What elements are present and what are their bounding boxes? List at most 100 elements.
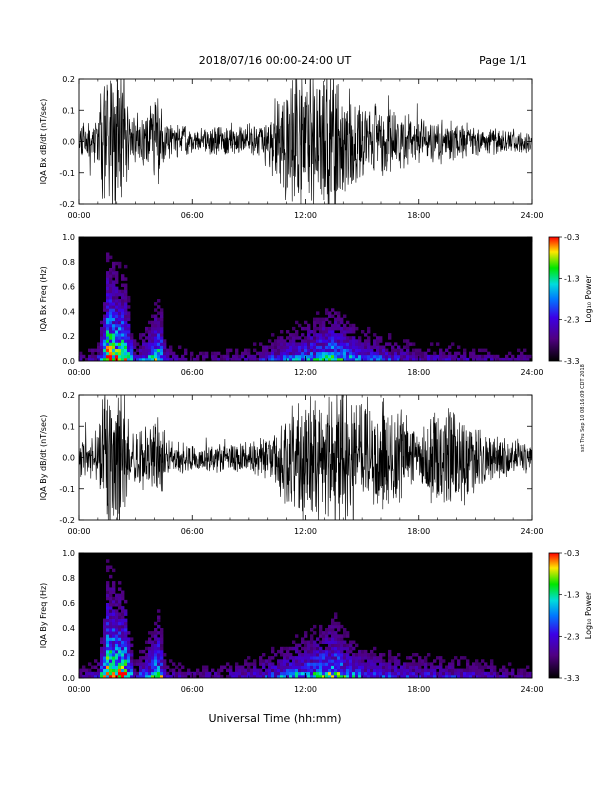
spectrogram-cell [310, 637, 314, 641]
spectrogram-cell [313, 336, 317, 340]
spectrogram-cell [316, 646, 320, 651]
spectrogram-cell [319, 320, 323, 325]
spectrogram-cell [157, 656, 161, 660]
spectrogram-cell [388, 671, 392, 676]
spectrogram-cell [346, 646, 350, 651]
spectrogram-cell [421, 662, 425, 666]
spectrogram-cell [301, 354, 305, 359]
spectrogram-cell [109, 299, 113, 303]
spectrogram-cell [280, 339, 284, 343]
spectrogram-cell [154, 634, 158, 638]
spectrogram-cell [244, 348, 248, 353]
spectrogram-cell [283, 671, 287, 676]
spectrogram-cell [109, 640, 113, 644]
spectrogram-cell [337, 351, 341, 356]
spectrogram-cell [520, 668, 524, 673]
spectrogram-cell [397, 345, 401, 349]
spectrogram-cell [334, 333, 338, 337]
spectrogram-cell [307, 339, 311, 343]
spectrogram-cell [148, 665, 152, 669]
spectrogram-cell [142, 674, 146, 678]
spectrogram-cell [124, 621, 128, 626]
spectrogram-cell [301, 640, 305, 644]
spectrogram-cell [103, 656, 107, 660]
spectrogram-cell [169, 668, 173, 673]
spectrogram-cell [316, 653, 320, 657]
spectrogram-cell [385, 348, 389, 353]
spectrogram-cell [214, 354, 218, 359]
spectrogram-cell [460, 671, 464, 676]
spectrogram-cell [313, 339, 317, 343]
spectrogram-cell [148, 354, 152, 359]
spectrogram-cell [268, 671, 272, 676]
spectrogram-cell [307, 662, 311, 666]
spectrogram-cell [277, 671, 281, 676]
spectrogram-cell [463, 656, 467, 660]
spectrogram-cell [301, 665, 305, 669]
spectrogram-cell [346, 336, 350, 340]
spectrogram-cell [286, 656, 290, 660]
spectrogram-cell [331, 662, 335, 666]
spectrogram-cell [301, 333, 305, 337]
spectrogram-cell [118, 674, 122, 678]
spectrogram-cell [361, 357, 365, 361]
spectrogram-cell [97, 674, 101, 678]
spectrogram-cell [454, 668, 458, 673]
spectrogram-cell [112, 612, 116, 616]
spectrogram-cell [130, 342, 134, 346]
spectrogram-cell [337, 656, 341, 660]
spectrogram-cell [265, 659, 269, 663]
spectrogram-cell [151, 336, 155, 340]
spectrogram-cell [289, 357, 293, 361]
spectrogram-cell [121, 593, 125, 598]
spectrogram-cell [178, 674, 182, 678]
spectrogram-cell [154, 320, 158, 325]
spectrogram-cell [292, 357, 296, 361]
spectrogram-cell [472, 668, 476, 673]
spectrogram-cell [118, 581, 122, 585]
spectrogram-cell [373, 674, 377, 678]
spectrogram-cell [127, 317, 131, 322]
spectrogram-cell [124, 308, 128, 312]
spectrogram-cell [148, 659, 152, 663]
x-tick-label: 00:00 [67, 211, 90, 220]
spectrogram-cell [181, 354, 185, 359]
spectrogram-cell [103, 314, 107, 318]
spectrogram-cell [400, 354, 404, 359]
spectrogram-cell [313, 659, 317, 663]
spectrogram-cell [136, 357, 140, 361]
spectrogram-cell [292, 326, 296, 331]
spectrogram-cell [415, 665, 419, 669]
spectrogram-cell [235, 674, 239, 678]
spectrogram-cell [232, 674, 236, 678]
spectrogram-cell [145, 640, 149, 644]
spectrogram-cell [262, 665, 266, 669]
spectrogram-cell [349, 671, 353, 676]
spectrogram-cell [145, 656, 149, 660]
spectrogram-cell [352, 668, 356, 673]
spectrogram-cell [166, 665, 170, 669]
spectrogram-cell [355, 326, 359, 331]
spectrogram-cell [151, 668, 155, 673]
spectrogram-cell [376, 659, 380, 663]
spectrogram-cell [385, 662, 389, 666]
spectrogram-cell [283, 646, 287, 651]
spectrogram-cell [490, 357, 494, 361]
spectrogram-cell [199, 674, 203, 678]
spectrogram-cell [151, 649, 155, 654]
spectrogram-cell [133, 342, 137, 346]
spectrogram-cell [421, 668, 425, 673]
spectrogram-cell [97, 357, 101, 361]
y-axis-label: IQA Bx Freq (Hz) [39, 266, 48, 332]
spectrogram-cell [109, 599, 113, 604]
spectrogram-cell [469, 674, 473, 678]
spectrogram-cell [148, 671, 152, 676]
spectrogram-cell [118, 289, 122, 294]
spectrogram-cell [112, 311, 116, 315]
spectrogram-cell [316, 637, 320, 641]
spectrogram-cell [349, 326, 353, 331]
spectrogram-cell [268, 345, 272, 349]
spectrogram-cell [118, 326, 122, 331]
spectrogram-cell [349, 354, 353, 359]
spectrogram-cell [310, 668, 314, 673]
